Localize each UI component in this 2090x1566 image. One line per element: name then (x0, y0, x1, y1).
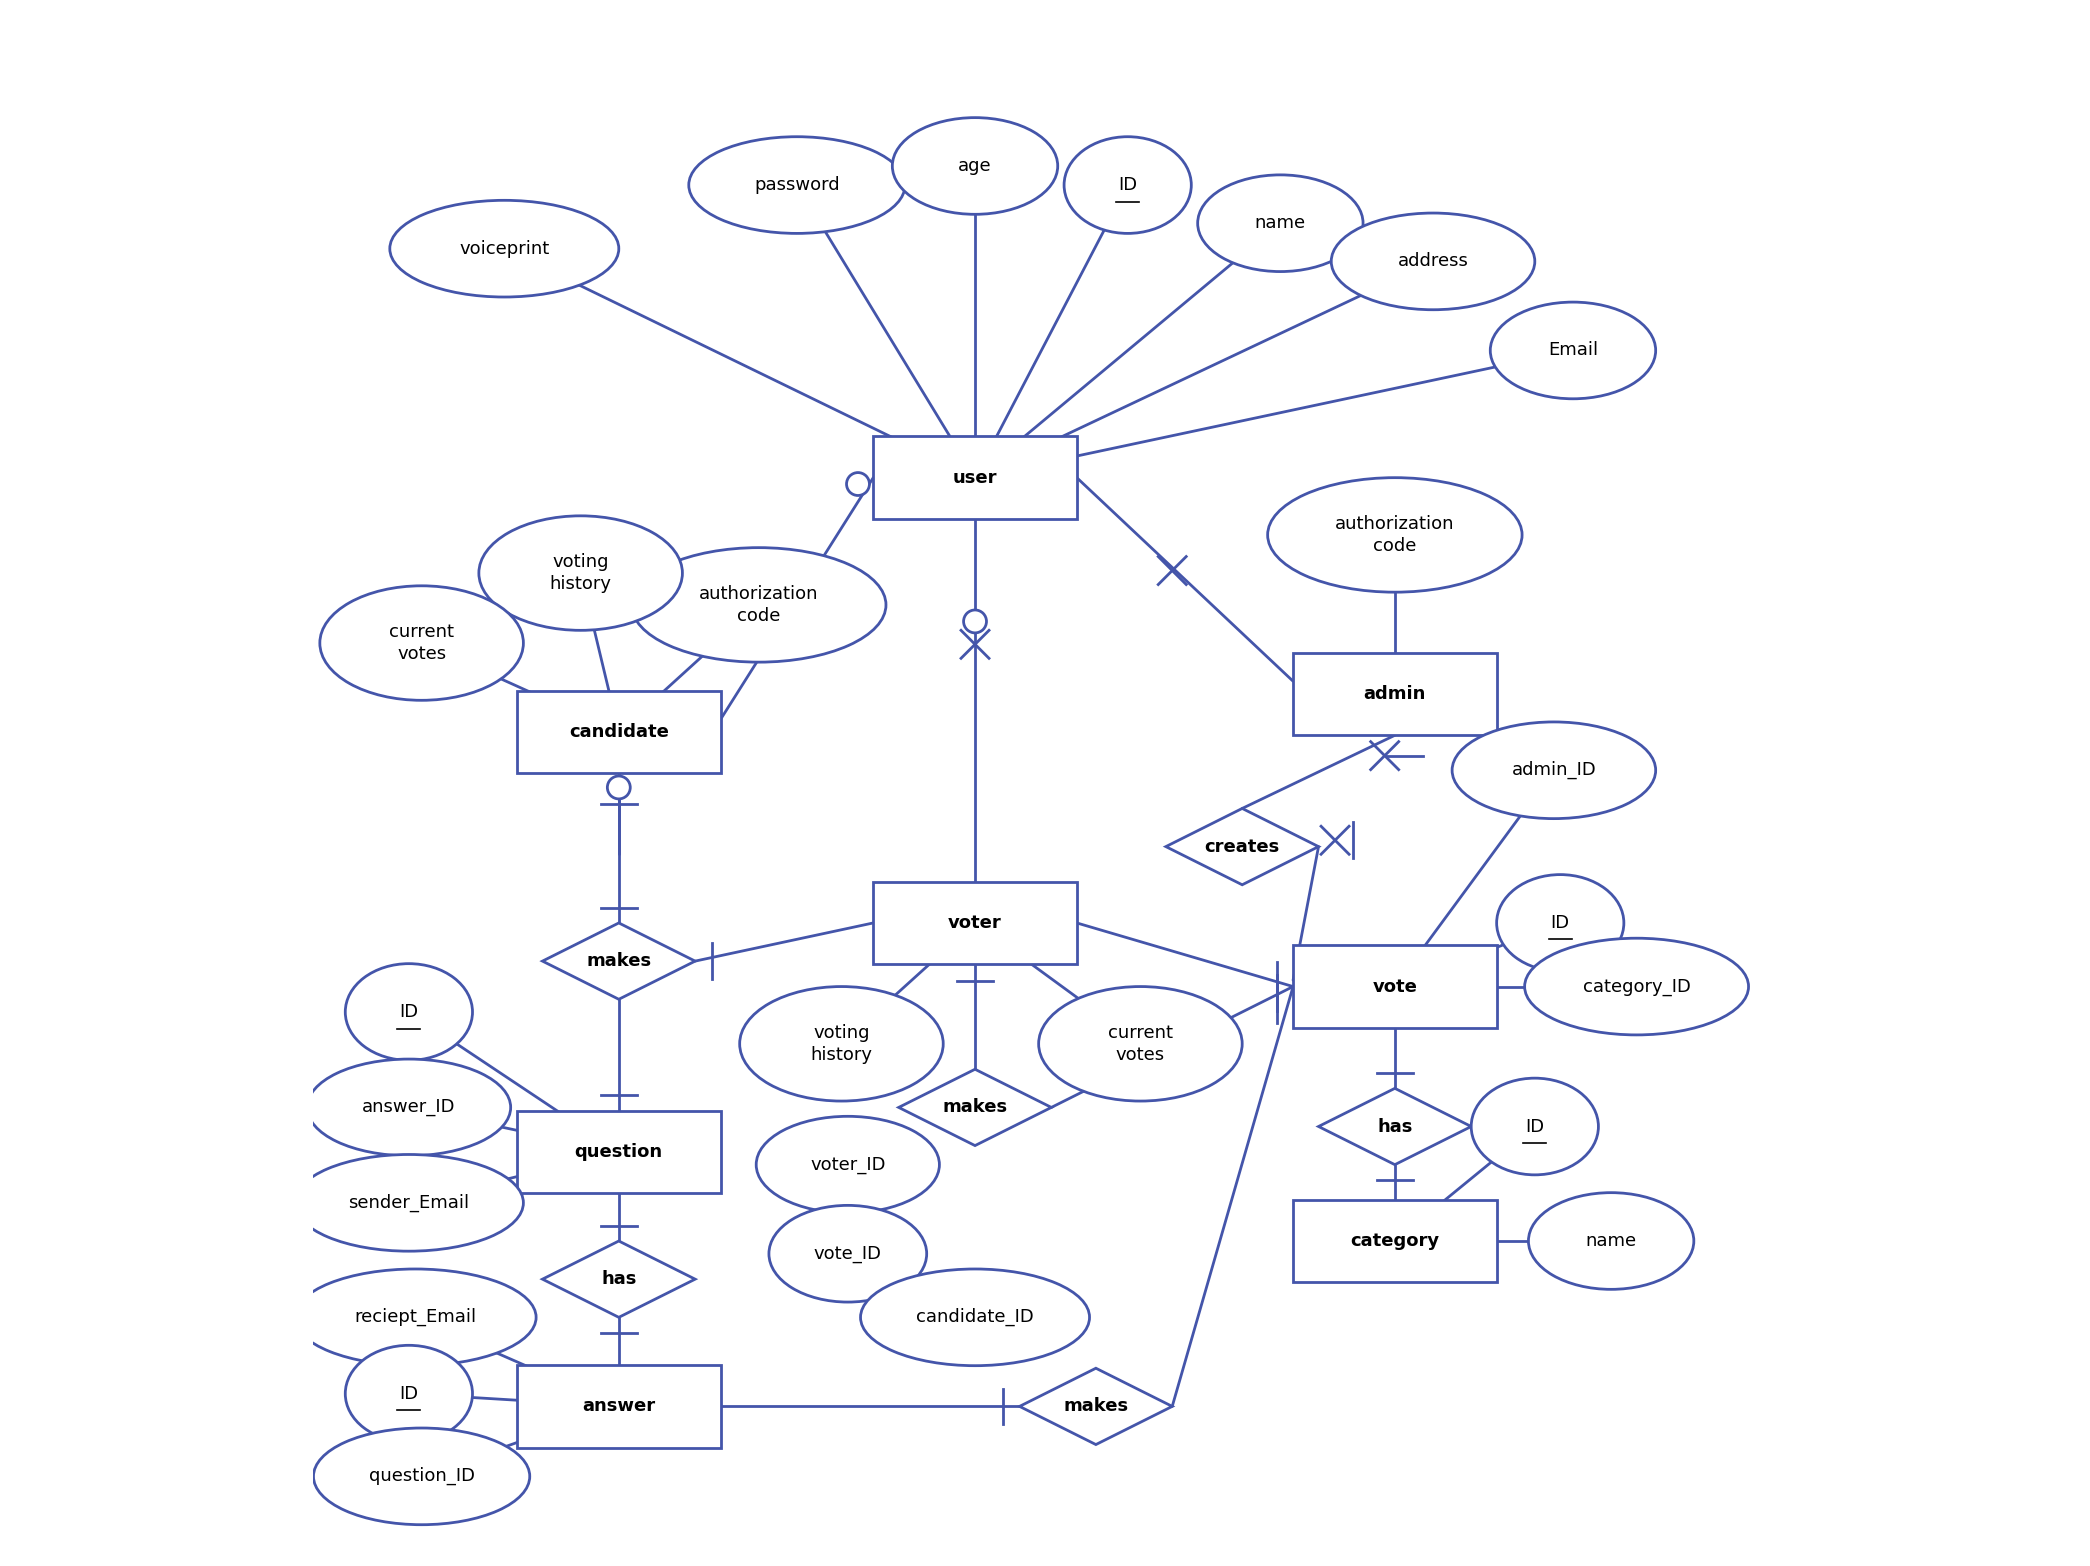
Text: admin_ID: admin_ID (1511, 761, 1597, 780)
Ellipse shape (1524, 938, 1749, 1035)
Text: candidate: candidate (568, 723, 669, 741)
Text: reciept_Email: reciept_Email (353, 1308, 477, 1326)
Text: ID: ID (1118, 175, 1137, 194)
Text: name: name (1254, 215, 1306, 232)
FancyBboxPatch shape (516, 691, 721, 774)
Text: ID: ID (399, 1002, 418, 1021)
Ellipse shape (345, 1345, 472, 1442)
Text: voter_ID: voter_ID (811, 1156, 886, 1173)
Ellipse shape (740, 987, 943, 1101)
Text: question_ID: question_ID (368, 1467, 474, 1486)
Ellipse shape (307, 1059, 510, 1156)
Ellipse shape (295, 1268, 537, 1366)
Text: current
votes: current votes (389, 623, 454, 662)
Polygon shape (543, 922, 696, 999)
Ellipse shape (861, 1268, 1089, 1366)
Ellipse shape (1528, 1193, 1693, 1289)
Ellipse shape (345, 963, 472, 1060)
Text: password: password (754, 175, 840, 194)
Ellipse shape (391, 200, 619, 298)
Ellipse shape (479, 515, 683, 631)
Polygon shape (543, 1240, 696, 1317)
Text: vote_ID: vote_ID (813, 1245, 882, 1262)
Text: name: name (1586, 1232, 1636, 1250)
Ellipse shape (295, 1154, 522, 1251)
Text: category: category (1350, 1232, 1440, 1250)
Text: address: address (1398, 252, 1469, 271)
Ellipse shape (757, 1117, 938, 1214)
FancyBboxPatch shape (516, 1366, 721, 1447)
Text: voting
history: voting history (811, 1024, 872, 1063)
Text: authorization
code: authorization code (1336, 515, 1455, 554)
Text: ID: ID (399, 1384, 418, 1403)
Text: has: has (602, 1270, 637, 1289)
Text: voting
history: voting history (550, 553, 612, 594)
Circle shape (963, 611, 986, 633)
Text: voiceprint: voiceprint (460, 240, 550, 258)
FancyBboxPatch shape (1294, 1200, 1496, 1283)
Ellipse shape (1490, 302, 1655, 399)
Text: age: age (957, 157, 993, 175)
Text: vote: vote (1373, 977, 1417, 996)
Text: user: user (953, 468, 997, 487)
Text: voter: voter (949, 915, 1001, 932)
Text: candidate_ID: candidate_ID (915, 1308, 1035, 1326)
Circle shape (608, 777, 631, 799)
Text: admin: admin (1363, 684, 1425, 703)
Polygon shape (1020, 1369, 1172, 1444)
Text: authorization
code: authorization code (698, 584, 819, 625)
Text: category_ID: category_ID (1582, 977, 1691, 996)
Ellipse shape (1198, 175, 1363, 271)
Text: makes: makes (585, 952, 652, 969)
Text: ID: ID (1526, 1118, 1545, 1135)
Ellipse shape (892, 117, 1058, 215)
Ellipse shape (314, 1428, 529, 1525)
Polygon shape (1166, 808, 1319, 885)
Polygon shape (1319, 1088, 1471, 1165)
Ellipse shape (690, 136, 905, 233)
Text: makes: makes (1064, 1397, 1129, 1416)
FancyBboxPatch shape (516, 1110, 721, 1193)
Text: Email: Email (1549, 341, 1599, 360)
Text: has: has (1377, 1118, 1413, 1135)
FancyBboxPatch shape (874, 437, 1076, 518)
Ellipse shape (1269, 478, 1522, 592)
FancyBboxPatch shape (1294, 946, 1496, 1027)
Text: makes: makes (943, 1098, 1007, 1117)
Text: answer_ID: answer_ID (362, 1098, 456, 1117)
Ellipse shape (1453, 722, 1655, 819)
Text: question: question (575, 1143, 663, 1160)
Ellipse shape (1471, 1077, 1599, 1174)
Ellipse shape (1064, 136, 1191, 233)
Text: sender_Email: sender_Email (349, 1193, 470, 1212)
Circle shape (846, 473, 869, 495)
FancyBboxPatch shape (1294, 653, 1496, 736)
Ellipse shape (1331, 213, 1534, 310)
Text: current
votes: current votes (1108, 1024, 1172, 1063)
Text: answer: answer (583, 1397, 656, 1416)
Ellipse shape (1039, 987, 1241, 1101)
Ellipse shape (769, 1206, 926, 1301)
Ellipse shape (631, 548, 886, 662)
Ellipse shape (320, 586, 522, 700)
Polygon shape (899, 1070, 1051, 1146)
Text: creates: creates (1204, 838, 1279, 855)
Text: ID: ID (1551, 915, 1570, 932)
Ellipse shape (1496, 874, 1624, 971)
FancyBboxPatch shape (874, 882, 1076, 965)
